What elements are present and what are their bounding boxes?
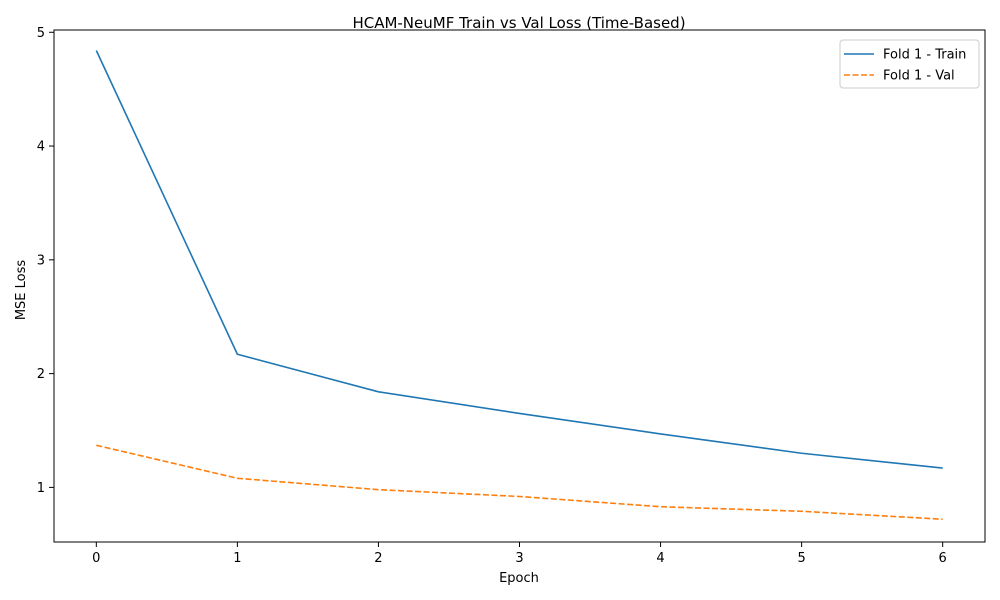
y-tick-label: 5	[37, 26, 45, 41]
x-tick-label: 1	[233, 551, 241, 566]
legend: Fold 1 - Train Fold 1 - Val	[839, 39, 980, 89]
x-axis-title: Epoch	[499, 571, 539, 586]
x-axis: 0 1 2 3 4 5 6	[92, 542, 947, 566]
legend-box	[839, 39, 980, 89]
legend-label: Fold 1 - Train	[883, 48, 966, 63]
y-tick-label: 3	[37, 253, 45, 268]
legend-label: Fold 1 - Val	[883, 69, 955, 84]
chart-title: HCAM-NeuMF Train vs Val Loss (Time-Based…	[352, 14, 685, 32]
x-tick-label: 2	[374, 551, 382, 566]
series-line-val	[96, 444, 943, 521]
y-tick-label: 2	[37, 367, 45, 382]
series-layer	[95, 50, 943, 521]
y-tick-label: 1	[37, 481, 45, 496]
y-axis: 1 2 3 4 5	[37, 26, 54, 496]
x-tick-label: 6	[939, 551, 947, 566]
x-tick-label: 4	[656, 551, 664, 566]
y-tick-label: 4	[37, 140, 45, 155]
x-tick-label: 0	[92, 551, 100, 566]
x-tick-label: 3	[515, 551, 523, 566]
plot-area-frame	[53, 29, 986, 543]
series-line-train	[95, 50, 943, 469]
y-axis-title: MSE Loss	[14, 260, 29, 321]
x-tick-label: 5	[797, 551, 805, 566]
